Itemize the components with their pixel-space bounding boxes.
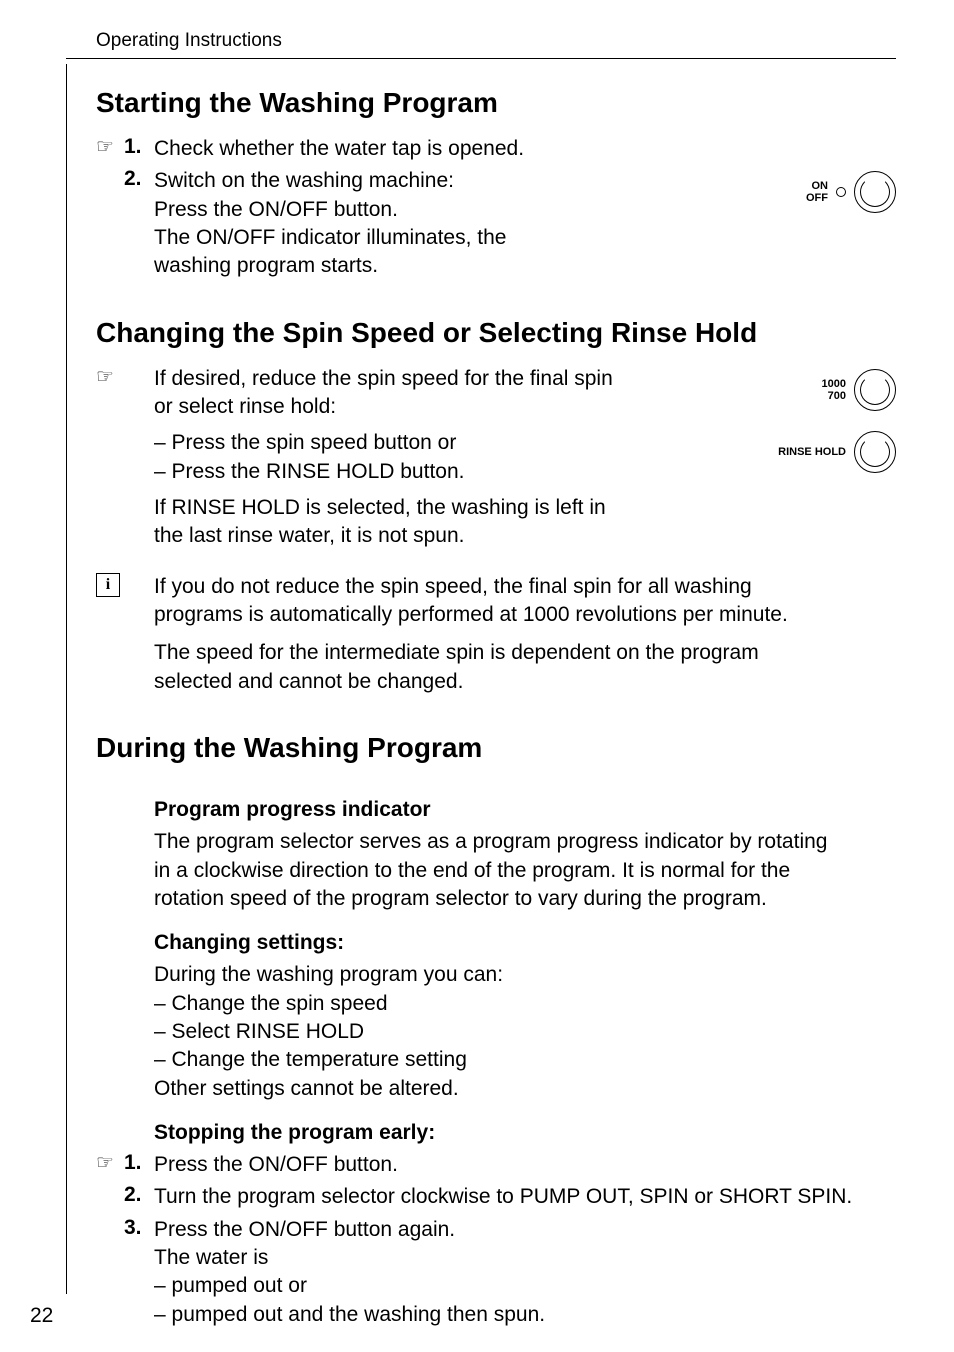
stop-step-1: ☞ 1. Press the ON/OFF button.	[96, 1151, 896, 1179]
step-1-row: ☞ 1. Check whether the water tap is open…	[96, 135, 896, 163]
rinse-hold-label: RINSE HOLD	[778, 446, 846, 458]
led-icon	[836, 187, 846, 197]
stop-step-2: 2. Turn the program selector clockwise t…	[96, 1183, 896, 1211]
text-line: washing program starts.	[154, 254, 378, 277]
text-line: Press the ON/OFF button.	[154, 198, 398, 221]
step-number: 3.	[124, 1216, 154, 1240]
step-number: 1.	[124, 135, 154, 159]
text-line: If desired, reduce the spin speed for th…	[154, 367, 613, 390]
button-circle-icon	[854, 431, 896, 473]
pointer-icon: ☞	[96, 136, 114, 158]
dash-item: – Press the RINSE HOLD button.	[154, 460, 464, 483]
step-2-row: 2. Switch on the washing machine: Press …	[96, 167, 896, 280]
step-number: 2.	[124, 1183, 154, 1207]
subheading: Stopping the program early:	[154, 1121, 896, 1145]
spin-speed-button-graphic: 1000 700	[822, 369, 896, 411]
text-line: Switch on the washing machine:	[154, 169, 454, 192]
page-content: Operating Instructions Starting the Wash…	[66, 30, 896, 1333]
text-line: If RINSE HOLD is selected, the washing i…	[154, 496, 606, 519]
heading-spin-speed: Changing the Spin Speed or Selecting Rin…	[96, 317, 896, 349]
text-line: During the washing program you can:	[154, 963, 503, 986]
heading-during: During the Washing Program	[96, 732, 896, 764]
step-number: 2.	[124, 167, 154, 191]
on-off-label: ON OFF	[806, 180, 828, 204]
text-line: in a clockwise direction to the end of t…	[154, 859, 790, 882]
text-line: selected and cannot be changed.	[154, 670, 463, 693]
info-icon: i	[96, 573, 120, 597]
subsection-stopping-heading: Stopping the program early:	[96, 1121, 896, 1145]
dash-item: – pumped out or	[154, 1274, 307, 1297]
info-text: If you do not reduce the spin speed, the…	[154, 573, 896, 696]
step-text: Check whether the water tap is opened.	[154, 135, 896, 163]
subheading: Program progress indicator	[154, 798, 896, 822]
button-circle-icon	[854, 171, 896, 213]
text-line: The water is	[154, 1246, 268, 1269]
step-text: Press the ON/OFF button.	[154, 1151, 896, 1179]
running-header: Operating Instructions	[66, 30, 896, 52]
dash-item: – Select RINSE HOLD	[154, 1020, 364, 1043]
text-line: rotation speed of the program selector t…	[154, 887, 767, 910]
text-line: The program selector serves as a program…	[154, 830, 827, 853]
pointer-icon: ☞	[96, 366, 114, 388]
text-line: Other settings cannot be altered.	[154, 1077, 459, 1100]
dash-item: – Press the spin speed button or	[154, 431, 456, 454]
text-line: Press the ON/OFF button again.	[154, 1218, 455, 1241]
spin-intro-row: ☞ If desired, reduce the spin speed for …	[96, 365, 896, 551]
text-line: the last rinse water, it is not spun.	[154, 524, 465, 547]
subheading: Changing settings:	[154, 931, 896, 955]
spin-speed-label: 1000 700	[822, 378, 846, 402]
dash-item: – Change the temperature setting	[154, 1048, 467, 1071]
text-line: or select rinse hold:	[154, 395, 336, 418]
step-number: 1.	[124, 1151, 154, 1175]
body-text: If desired, reduce the spin speed for th…	[154, 365, 696, 551]
dash-item: – Change the spin speed	[154, 992, 388, 1015]
subsection-changing: Changing settings: During the washing pr…	[96, 931, 896, 1103]
header-rule	[66, 58, 896, 59]
text-line: programs is automatically performed at 1…	[154, 603, 788, 626]
rinse-hold-button-graphic: RINSE HOLD	[778, 431, 896, 473]
info-glyph: i	[106, 576, 110, 594]
stop-step-3: 3. Press the ON/OFF button again. The wa…	[96, 1216, 896, 1329]
text-line: The ON/OFF indicator illuminates, the	[154, 226, 506, 249]
dash-item: – pumped out and the washing then spun.	[154, 1303, 545, 1326]
info-row: i If you do not reduce the spin speed, t…	[96, 573, 896, 696]
on-off-button-graphic: ON OFF	[806, 171, 896, 213]
step-text: Switch on the washing machine: Press the…	[154, 167, 696, 280]
button-circle-icon	[854, 369, 896, 411]
heading-starting: Starting the Washing Program	[96, 87, 896, 119]
text-line: If you do not reduce the spin speed, the…	[154, 575, 752, 598]
subsection-progress: Program progress indicator The program s…	[96, 798, 896, 913]
text-line: The speed for the intermediate spin is d…	[154, 641, 759, 664]
pointer-icon: ☞	[96, 1152, 114, 1174]
step-text: Turn the program selector clockwise to P…	[154, 1183, 896, 1211]
step-text: Press the ON/OFF button again. The water…	[154, 1216, 896, 1329]
page-number: 22	[30, 1304, 53, 1328]
